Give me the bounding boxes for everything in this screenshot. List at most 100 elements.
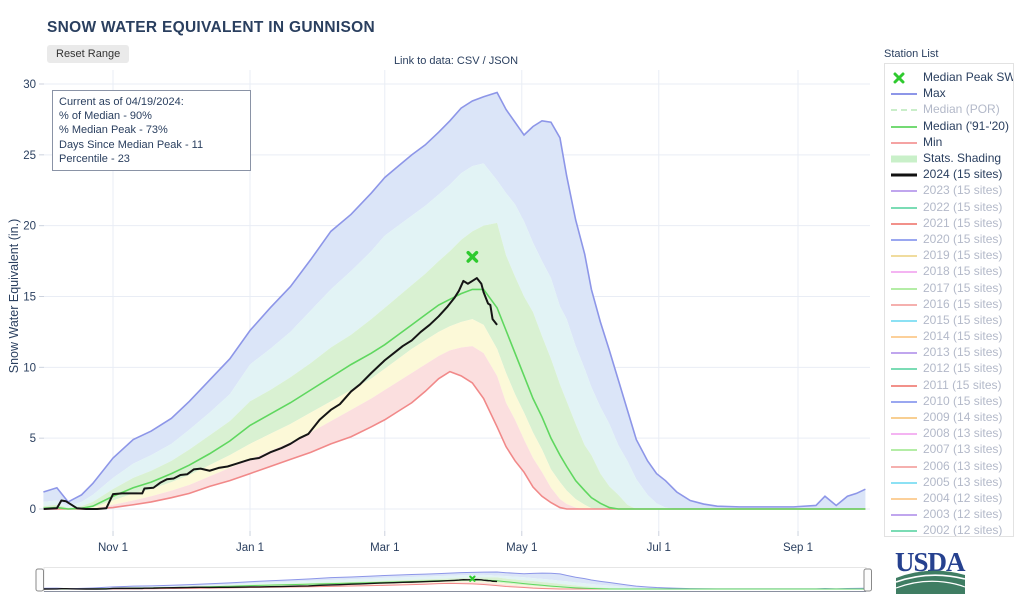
legend-item-2006-13-sites[interactable]: 2006 (13 sites) [889, 458, 1013, 474]
legend-item-2021-15-sites[interactable]: 2021 (15 sites) [889, 215, 1013, 231]
line-swatch-icon [889, 168, 919, 180]
legend-item-2019-15-sites[interactable]: 2019 (15 sites) [889, 247, 1013, 263]
line-swatch-icon [889, 492, 919, 504]
info-line-percent-median: % of Median - 90% [59, 110, 152, 123]
line-swatch-icon [889, 184, 919, 196]
legend-item-median-por[interactable]: Median (POR) [889, 101, 1013, 117]
y-tick-label: 20 [23, 221, 36, 233]
legend-item-label: 2011 (15 sites) [923, 377, 1002, 392]
range-slider-handle-left[interactable] [35, 568, 44, 592]
legend-item-label: 2003 (12 sites) [923, 507, 1003, 522]
legend-item-2002-12-sites[interactable]: 2002 (12 sites) [889, 522, 1013, 537]
stat-band [43, 222, 866, 510]
y-axis-title: Snow Water Equivalent (in.) [7, 218, 21, 374]
line-swatch-icon [889, 87, 919, 99]
legend-item-2008-13-sites[interactable]: 2008 (13 sites) [889, 425, 1013, 441]
legend-item-2013-15-sites[interactable]: 2013 (15 sites) [889, 344, 1013, 360]
legend-item-2009-14-sites[interactable]: 2009 (14 sites) [889, 409, 1013, 425]
x-tick-label: Nov 1 [98, 542, 128, 554]
legend-item-label: 2009 (14 sites) [923, 410, 1003, 425]
legend-item-2011-15-sites[interactable]: 2011 (15 sites) [889, 377, 1013, 393]
y-tick-label: 30 [23, 79, 36, 91]
legend-item-2023-15-sites[interactable]: 2023 (15 sites) [889, 182, 1013, 198]
legend-item-label: 2015 (15 sites) [923, 312, 1003, 327]
legend-item-label: 2007 (13 sites) [923, 442, 1003, 457]
legend-item-label: 2024 (15 sites) [923, 167, 1003, 182]
line-swatch-icon [889, 330, 919, 342]
legend-item-label: 2023 (15 sites) [923, 183, 1003, 198]
legend-item-median-91-20[interactable]: Median ('91-'20) [889, 118, 1013, 134]
x-tick-label: Sep 1 [783, 542, 813, 554]
legend-item-label: 2018 (15 sites) [923, 264, 1003, 279]
y-tick-label: 10 [23, 362, 36, 374]
legend-item-label: 2004 (12 sites) [923, 490, 1003, 505]
legend-item-2022-15-sites[interactable]: 2022 (15 sites) [889, 199, 1013, 215]
median-peak-marker [466, 250, 479, 263]
max-line [43, 91, 866, 508]
legend-item-label: 2013 (15 sites) [923, 345, 1003, 360]
line-swatch-icon [889, 265, 919, 277]
line-swatch-icon [889, 460, 919, 472]
line-swatch-icon [889, 476, 919, 488]
legend[interactable]: Median Peak SWE Max Median (POR) Median ('9… [884, 63, 1014, 537]
axes: 0 5 10 15 20 25 30 Nov 1 Jan 1 Mar 1 May 1 Jul 1 Sep… [23, 79, 813, 554]
usda-logo-swoosh-line-2 [895, 580, 966, 589]
legend-item-median-peak-swe[interactable]: Median Peak SWE [889, 69, 1013, 85]
legend-item-2003-12-sites[interactable]: 2003 (12 sites) [889, 506, 1013, 522]
legend-title: Station List [884, 48, 939, 60]
line-swatch-icon [889, 249, 919, 261]
legend-item-2016-15-sites[interactable]: 2016 (15 sites) [889, 296, 1013, 312]
main-plot [43, 91, 866, 510]
legend-item-label: 2006 (13 sites) [923, 458, 1003, 473]
legend-item-2014-15-sites[interactable]: 2014 (15 sites) [889, 328, 1013, 344]
legend-item-2012-15-sites[interactable]: 2012 (15 sites) [889, 360, 1013, 376]
line-swatch-icon [889, 411, 919, 423]
y-tick-label: 0 [30, 504, 36, 516]
usda-logo-swoosh-line [895, 574, 966, 583]
y-tick-label: 15 [23, 291, 36, 303]
info-line-current-date: Current as of 04/19/2024: [59, 96, 184, 108]
mini-line-2024 [43, 578, 498, 590]
x-tick-label: Jul 1 [647, 542, 671, 554]
legend-item-label: Stats. Shading [923, 151, 1002, 166]
legend-item-2024-15-sites[interactable]: 2024 (15 sites) [889, 166, 1013, 182]
x-tick-label: Mar 1 [370, 542, 399, 554]
legend-item-label: 2017 (15 sites) [923, 280, 1003, 295]
stat-band [43, 92, 866, 509]
legend-item-label: 2002 (12 sites) [923, 523, 1003, 537]
legend-item-label: 2010 (15 sites) [923, 393, 1003, 408]
legend-item-stats-shading[interactable]: Stats. Shading [889, 150, 1013, 166]
shading-swatch-icon [889, 152, 919, 164]
legend-item-2017-15-sites[interactable]: 2017 (15 sites) [889, 279, 1013, 295]
legend-item-2004-12-sites[interactable]: 2004 (12 sites) [889, 490, 1013, 506]
median-peak-marker [469, 575, 476, 582]
legend-item-2018-15-sites[interactable]: 2018 (15 sites) [889, 263, 1013, 279]
line-2024 [43, 277, 498, 510]
legend-item-2010-15-sites[interactable]: 2010 (15 sites) [889, 393, 1013, 409]
legend-item-2005-13-sites[interactable]: 2005 (13 sites) [889, 474, 1013, 490]
x-marker-icon [889, 71, 919, 84]
legend-item-2015-15-sites[interactable]: 2015 (15 sites) [889, 312, 1013, 328]
range-slider-handle-right[interactable] [863, 568, 872, 592]
legend-item-label: 2016 (15 sites) [923, 296, 1003, 311]
reset-range-button[interactable]: Reset Range [47, 45, 130, 63]
legend-item-label: Median (POR) [923, 102, 1000, 117]
line-swatch-icon [889, 282, 919, 294]
data-links-label[interactable]: Link to data: CSV / JSON [393, 55, 519, 67]
legend-item-label: Median Peak SWE [923, 70, 1014, 85]
range-slider[interactable] [35, 567, 872, 592]
line-swatch-icon [889, 362, 919, 374]
legend-item-2020-15-sites[interactable]: 2020 (15 sites) [889, 231, 1013, 247]
legend-item-label: 2008 (13 sites) [923, 426, 1003, 441]
legend-item-max[interactable]: Max [889, 85, 1013, 101]
line-swatch-icon [889, 233, 919, 245]
legend-item-min[interactable]: Min [889, 134, 1013, 150]
line-swatch-icon [889, 508, 919, 520]
info-line-percentile: Percentile - 23 [59, 152, 130, 165]
legend-item-2007-13-sites[interactable]: 2007 (13 sites) [889, 441, 1013, 457]
x-tick-label: Jan 1 [236, 542, 264, 554]
line-swatch-icon [889, 103, 919, 115]
line-swatch-icon [889, 524, 919, 536]
line-swatch-icon [889, 120, 919, 132]
